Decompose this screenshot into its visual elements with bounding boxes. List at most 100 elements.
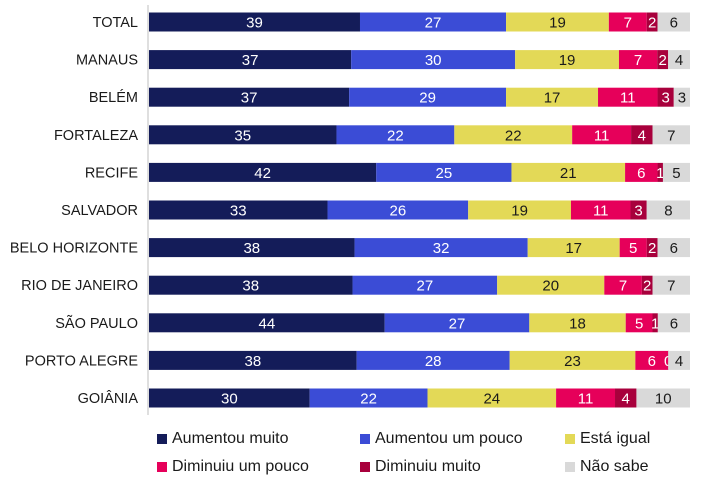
data-label: 37 — [242, 52, 259, 69]
bar-segment — [641, 275, 653, 295]
bar-segment — [662, 162, 690, 182]
data-label: 22 — [505, 127, 522, 144]
bar-segment — [506, 87, 599, 107]
bar-segment — [570, 200, 631, 220]
bar-segment — [149, 87, 350, 107]
legend-swatch — [565, 462, 575, 472]
data-label: 20 — [542, 278, 559, 295]
data-label: 25 — [436, 165, 453, 182]
data-label: 11 — [578, 391, 594, 408]
bar-segment — [149, 12, 360, 32]
bar-segment — [497, 275, 605, 295]
legend-label: Diminuiu muito — [375, 458, 481, 475]
bar-segment — [149, 350, 357, 370]
data-label: 19 — [549, 15, 566, 32]
bar-segment — [468, 200, 571, 220]
bar-segment — [657, 12, 690, 32]
data-label: 27 — [449, 315, 466, 332]
bar-segment — [556, 388, 616, 408]
bar-segment — [309, 388, 428, 408]
legend-item: Está igual — [565, 430, 650, 448]
category-label: PORTO ALEGRE — [25, 353, 138, 369]
data-label: 39 — [246, 15, 263, 32]
bar-segment — [619, 238, 647, 258]
bar-segment — [657, 238, 690, 258]
bar-segment — [376, 162, 512, 182]
data-label: 29 — [419, 90, 436, 107]
category-label: BELÉM — [89, 89, 138, 106]
data-label: 6 — [670, 240, 678, 257]
data-label: 11 — [593, 203, 609, 220]
bar-segment — [652, 125, 690, 145]
category-label: RECIFE — [85, 165, 139, 181]
bar-segment — [608, 12, 647, 32]
data-label: 19 — [559, 52, 576, 69]
data-label: 5 — [629, 240, 637, 257]
data-label: 6 — [670, 315, 678, 332]
data-label: 27 — [417, 278, 434, 295]
legend-swatch — [157, 462, 167, 472]
bar-segment — [527, 238, 620, 258]
legend-swatch — [157, 434, 167, 444]
legend-swatch — [360, 462, 370, 472]
data-label: 5 — [635, 315, 643, 332]
bar-segment — [454, 125, 573, 145]
data-label: 6 — [670, 15, 678, 32]
legend-item: Não sabe — [565, 458, 649, 476]
bar-segment — [657, 50, 669, 70]
data-label: 30 — [221, 391, 238, 408]
bar-segment — [506, 12, 609, 32]
bar-segment — [149, 275, 353, 295]
bar-segment — [349, 87, 507, 107]
bar-segment — [149, 125, 337, 145]
data-label: 1 — [656, 165, 664, 182]
bar-segment — [636, 388, 690, 408]
category-label: SALVADOR — [61, 203, 138, 219]
data-label: 1 — [651, 315, 659, 332]
data-label: 44 — [258, 315, 275, 332]
data-label: 23 — [564, 353, 581, 370]
bar-segment — [356, 350, 510, 370]
data-label: 3 — [661, 90, 669, 107]
bar-segment — [668, 350, 690, 370]
legend-label: Está igual — [580, 430, 651, 447]
bar-segment — [625, 162, 658, 182]
data-label: 35 — [234, 127, 251, 144]
bar-segment — [618, 50, 658, 70]
data-label: 7 — [667, 127, 675, 144]
bar-segment — [511, 162, 626, 182]
data-label: 33 — [230, 203, 247, 220]
category-label: MANAUS — [76, 53, 138, 69]
data-label: 24 — [483, 391, 500, 408]
data-label: 3 — [678, 90, 686, 107]
bar-segment — [336, 125, 455, 145]
data-label: 37 — [241, 90, 258, 107]
bar-segment — [657, 162, 663, 182]
legend-item: Aumentou muito — [157, 430, 289, 448]
category-label: TOTAL — [93, 15, 138, 31]
data-label: 18 — [569, 315, 586, 332]
data-label: 28 — [425, 353, 442, 370]
bar-segment — [598, 87, 658, 107]
legend-label: Diminuiu um pouco — [172, 458, 309, 475]
bar-segment — [384, 313, 530, 333]
bar-segment — [652, 275, 690, 295]
data-label: 4 — [622, 391, 630, 408]
category-label: FORTALEZA — [54, 128, 138, 144]
bar-segment — [604, 275, 642, 295]
data-label: 3 — [634, 203, 642, 220]
bar-segment — [657, 87, 674, 107]
data-label: 30 — [425, 52, 442, 69]
bar-segment — [352, 275, 498, 295]
data-label: 2 — [648, 240, 656, 257]
category-label: GOIÂNIA — [78, 390, 139, 407]
data-label: 32 — [433, 240, 450, 257]
bar-segment — [646, 238, 658, 258]
legend-item: Aumentou um pouco — [360, 430, 523, 448]
bar-segment — [615, 388, 637, 408]
bar-segment — [149, 238, 355, 258]
data-label: 2 — [648, 15, 656, 32]
bar-segment — [668, 50, 690, 70]
bar-segment — [327, 200, 469, 220]
bar-segment — [529, 313, 626, 333]
